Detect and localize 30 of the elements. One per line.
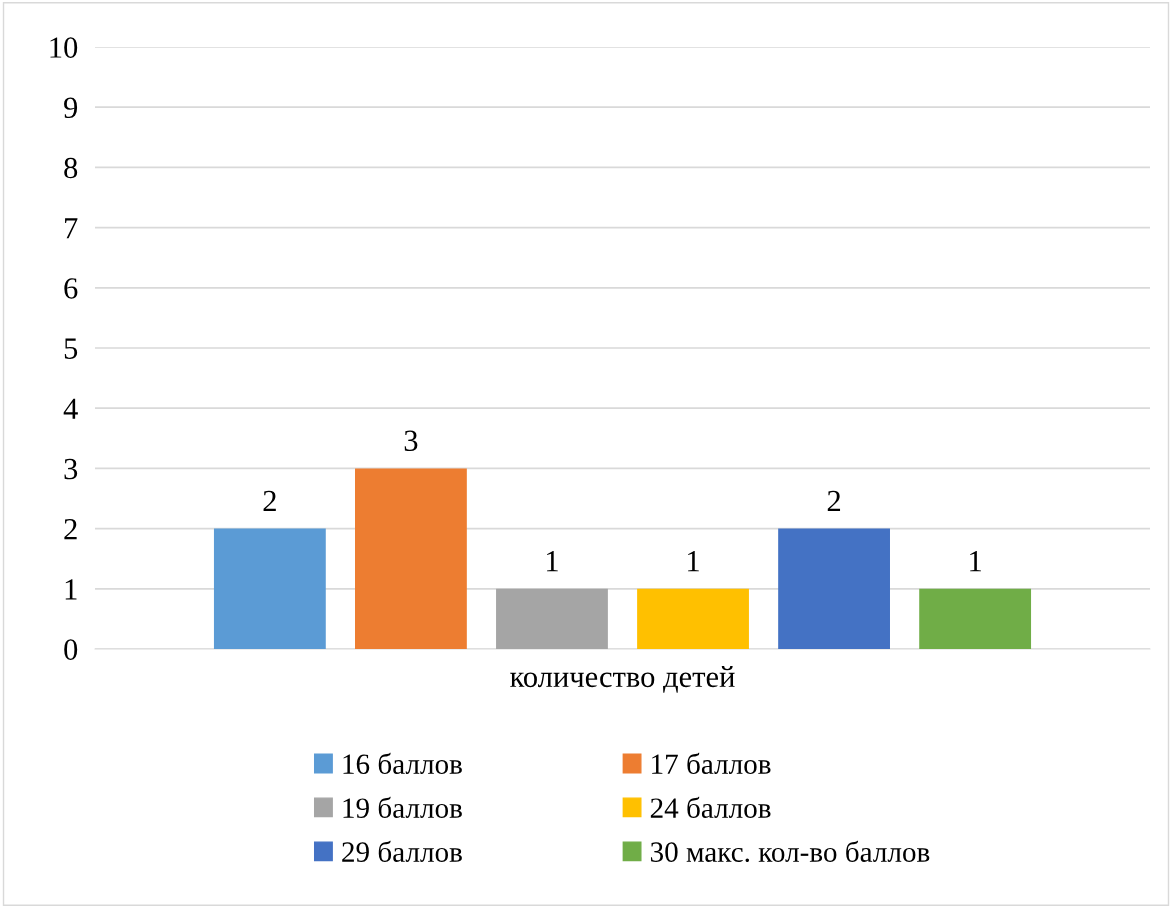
y-tick-label: 8 [64, 157, 78, 179]
data-label: 2 [263, 490, 276, 511]
y-tick-label: 1 [65, 579, 77, 600]
y-tick-label: 5 [64, 338, 78, 359]
legend-label: 29 баллов [342, 840, 462, 862]
legend-label: 17 баллов [652, 752, 771, 775]
x-tick-label: количество детей [510, 665, 735, 693]
y-tick-label: 4 [63, 398, 78, 419]
legend-label: 24 баллов [650, 796, 771, 818]
y-tick-label: 9 [64, 97, 78, 119]
legend-label: 19 баллов [343, 796, 462, 818]
data-label: 1 [547, 551, 558, 572]
legend-label: 16 баллов [343, 752, 462, 775]
bar [496, 588, 608, 649]
bar [778, 528, 890, 649]
y-tick-label: 7 [65, 218, 78, 239]
data-label: 3 [404, 430, 418, 452]
bar [637, 588, 749, 649]
y-tick-label: 3 [64, 458, 78, 480]
data-label: 1 [688, 551, 699, 572]
y-tick-label: 2 [64, 518, 77, 540]
legend-label: 30 макс. кол-во баллов [650, 840, 930, 863]
bar [213, 528, 326, 649]
bar [355, 468, 467, 649]
data-label: 1 [970, 551, 981, 572]
y-tick-label: 10 [50, 37, 78, 58]
bar [919, 588, 1032, 649]
data-label: 2 [827, 490, 841, 511]
y-tick-label: 6 [64, 278, 78, 299]
y-tick-label: 0 [64, 639, 78, 660]
